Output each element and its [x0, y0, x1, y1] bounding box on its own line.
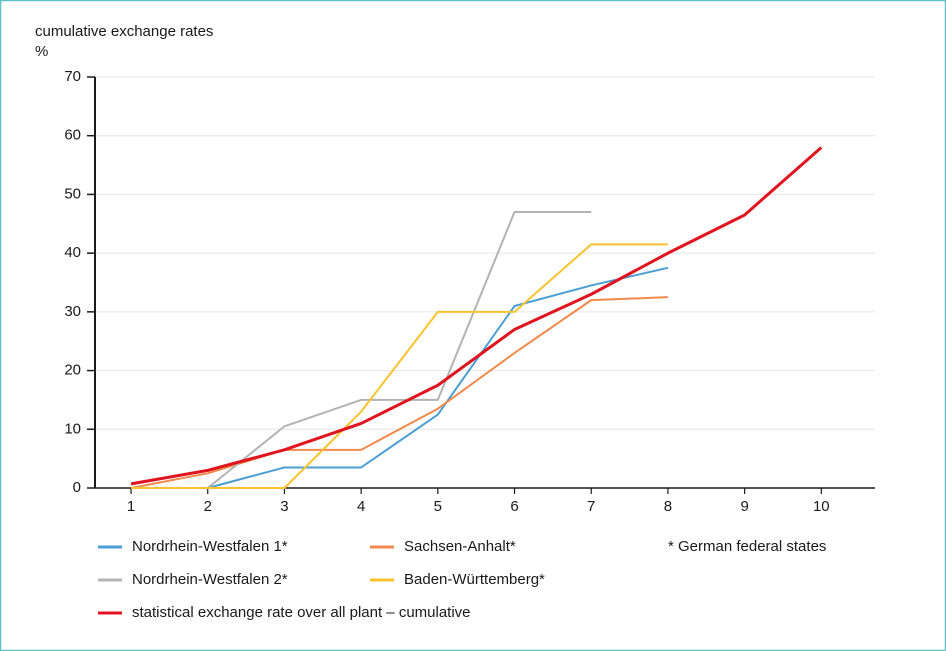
legend-label: Nordrhein-Westfalen 2* — [132, 571, 288, 588]
chart-title: cumulative exchange rates — [35, 23, 213, 40]
legend-label: Sachsen-Anhalt* — [404, 538, 516, 555]
y-tick-label: 40 — [64, 244, 81, 261]
legend-label: Baden-Württemberg* — [404, 571, 545, 588]
x-tick-label: 9 — [740, 498, 748, 515]
line-series — [130, 296, 668, 489]
line-series — [130, 146, 823, 486]
y-tick-label: 10 — [64, 420, 81, 437]
x-tick-label: 10 — [813, 498, 830, 515]
legend-label: Nordrhein-Westfalen 1* — [132, 538, 288, 555]
legend-note: * German federal states — [668, 538, 826, 555]
x-tick-label: 6 — [510, 498, 518, 515]
x-tick-label: 1 — [127, 498, 135, 515]
line-series — [131, 266, 669, 489]
x-tick-label: 2 — [204, 498, 212, 515]
y-tick-label: 60 — [64, 127, 81, 144]
x-tick-label: 5 — [434, 498, 442, 515]
legend-label: statistical exchange rate over all plant… — [132, 604, 471, 621]
line-series — [131, 243, 668, 489]
y-tick-label: 70 — [64, 68, 81, 85]
x-tick-label: 4 — [357, 498, 365, 515]
x-tick-label: 8 — [664, 498, 672, 515]
y-tick-label: 0 — [73, 479, 81, 496]
x-tick-label: 3 — [280, 498, 288, 515]
x-tick-label: 7 — [587, 498, 595, 515]
y-tick-label: 20 — [64, 362, 81, 379]
y-axis-label: % — [35, 43, 48, 60]
y-tick-label: 30 — [64, 303, 81, 320]
y-tick-label: 50 — [64, 185, 81, 202]
